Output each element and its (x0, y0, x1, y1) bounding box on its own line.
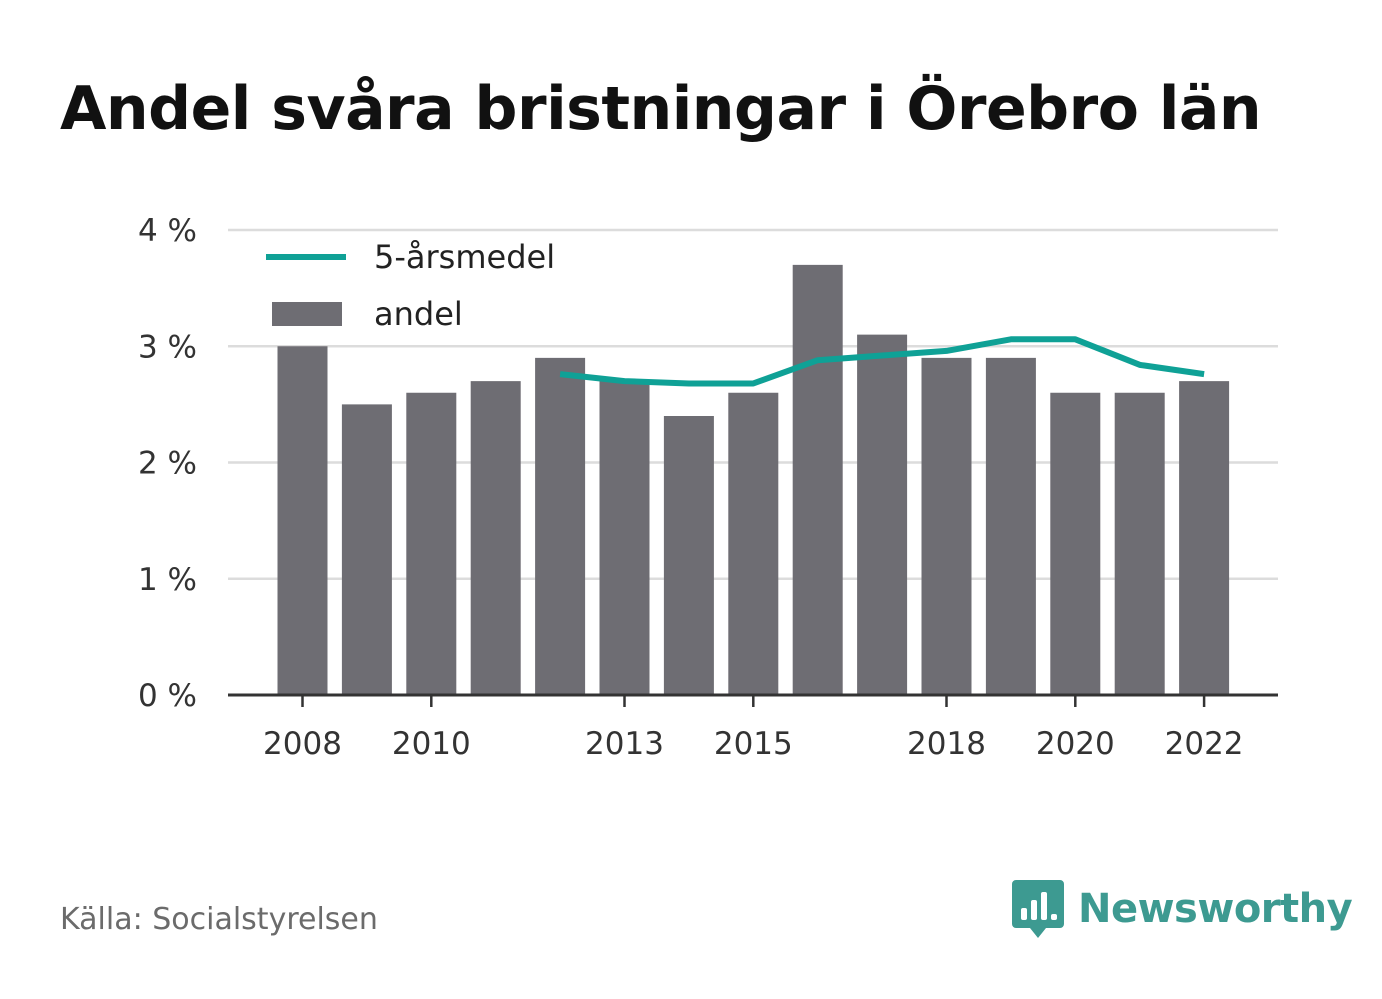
x-tick-label: 2010 (392, 726, 471, 762)
x-tick-label: 2020 (1036, 726, 1115, 762)
y-tick-labels: 0 % 1 % 2 % 3 % 4 % (138, 213, 197, 714)
bar-2012 (535, 357, 586, 695)
x-tick-label: 2008 (263, 726, 342, 762)
bar-2014 (663, 416, 714, 695)
bar-2017 (857, 334, 908, 695)
x-tick-label: 2013 (585, 726, 664, 762)
x-tick-labels: 2008 2010 2013 2015 2018 2020 2022 (263, 726, 1244, 762)
newsworthy-logo-icon (1012, 880, 1064, 938)
x-tick-label: 2018 (907, 726, 986, 762)
legend-swatch-bar (272, 302, 342, 326)
y-tick-label: 2 % (138, 446, 197, 482)
y-tick-label: 3 % (138, 329, 197, 365)
y-tick-label: 4 % (138, 213, 197, 249)
bar-2010 (406, 392, 457, 695)
x-axis (228, 693, 1278, 707)
brand-logo: Newsworthy (1012, 878, 1353, 940)
bar-2009 (341, 404, 392, 695)
legend-label-line: 5-årsmedel (374, 238, 555, 276)
y-tick-label: 0 % (138, 678, 197, 714)
bar-2013 (599, 381, 650, 695)
series-line-5-arsmedel (559, 336, 1205, 387)
bar-2018 (921, 357, 972, 695)
bar-2008 (277, 346, 328, 695)
bar-2021 (1114, 392, 1165, 695)
bar-2019 (985, 357, 1036, 695)
brand-name: Newsworthy (1078, 886, 1353, 932)
y-tick-label: 1 % (138, 562, 197, 598)
bar-2022 (1179, 381, 1230, 695)
bar-2015 (728, 392, 779, 695)
x-tick-label: 2022 (1165, 726, 1244, 762)
chart-title: Andel svåra bristningar i Örebro län (60, 74, 1262, 144)
x-tick-label: 2015 (714, 726, 793, 762)
bar-2020 (1050, 392, 1101, 695)
bar-2011 (470, 381, 521, 695)
source-note: Källa: Socialstyrelsen (60, 902, 378, 937)
average-line-layer (559, 336, 1205, 387)
legend-label-bar: andel (374, 295, 463, 333)
bars (277, 264, 1230, 695)
legend: 5-årsmedel andel (250, 234, 590, 344)
bar-2016 (792, 264, 843, 695)
